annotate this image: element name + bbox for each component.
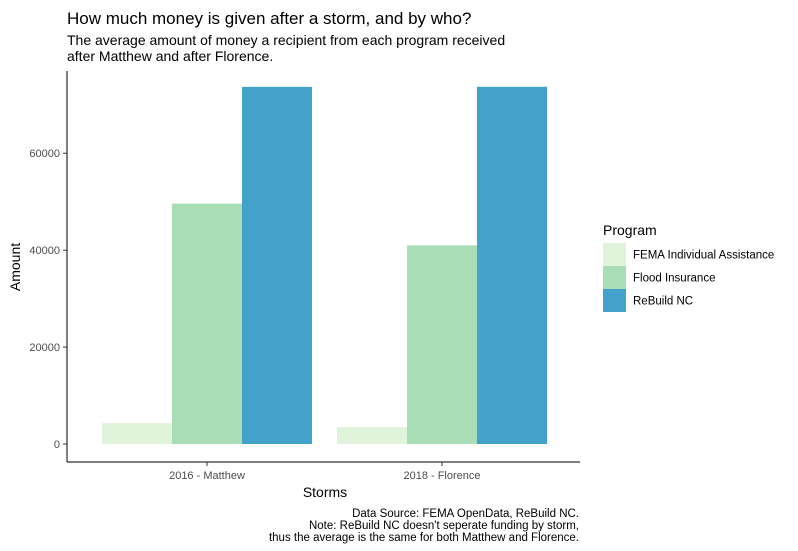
bar-3-2 bbox=[477, 86, 547, 445]
bar-1-2 bbox=[337, 427, 407, 444]
caption-line-1: Data Source: FEMA OpenData, ReBuild NC. bbox=[352, 508, 579, 520]
y-axis-title: Amount bbox=[7, 243, 23, 291]
bar-2-2 bbox=[407, 245, 477, 444]
y-tick-label-3: 40000 bbox=[29, 245, 60, 257]
legend-key-1 bbox=[603, 243, 626, 266]
bar-3-1 bbox=[242, 86, 312, 445]
x-tick-label-2: 2018 - Florence bbox=[403, 470, 480, 482]
legend-label-2: Flood Insurance bbox=[633, 273, 715, 285]
bar-1-1 bbox=[102, 423, 172, 444]
legend-title: Program bbox=[603, 222, 657, 238]
legend-label-1: FEMA Individual Assistance bbox=[633, 250, 774, 262]
legend-label-3: ReBuild NC bbox=[633, 296, 693, 308]
bar-2-1 bbox=[172, 203, 242, 444]
chart-subtitle-line-1: The average amount of money a recipient … bbox=[67, 32, 505, 48]
plot-area bbox=[102, 86, 547, 445]
legend-key-3 bbox=[603, 289, 626, 312]
legend: Program FEMA Individual Assistance Flood … bbox=[603, 222, 774, 312]
y-tick-label-1: 0 bbox=[54, 439, 60, 451]
y-tick-label-4: 60000 bbox=[29, 148, 60, 160]
x-axis-title: Storms bbox=[303, 484, 347, 500]
x-tick-label-1: 2016 - Matthew bbox=[169, 470, 245, 482]
chart-subtitle-line-2: after Matthew and after Florence. bbox=[67, 48, 273, 64]
y-tick-label-2: 20000 bbox=[29, 342, 60, 354]
chart-title: How much money is given after a storm, a… bbox=[67, 9, 471, 28]
caption-line-2: Note: ReBuild NC doesn't seperate fundin… bbox=[309, 520, 579, 532]
caption-line-3: thus the average is the same for both Ma… bbox=[269, 532, 579, 544]
x-axis: 2016 - Matthew 2018 - Florence bbox=[67, 461, 580, 482]
y-axis: 0 20000 40000 60000 bbox=[29, 71, 68, 462]
legend-key-2 bbox=[603, 266, 626, 289]
